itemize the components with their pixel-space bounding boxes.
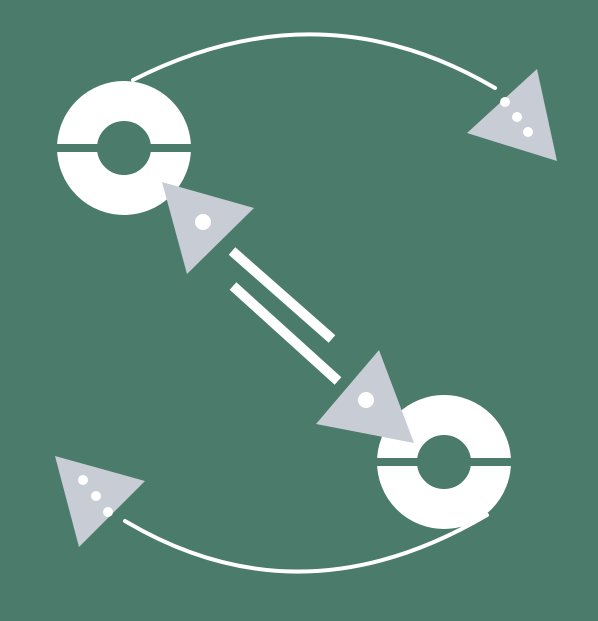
top-left-ring-node [54, 81, 194, 215]
triangle-icon [55, 456, 145, 547]
arrowhead-top-right [467, 69, 557, 161]
arrowhead-bottom-left [55, 456, 145, 547]
center-double-line-connector [228, 247, 342, 385]
dot [195, 214, 211, 230]
dot [358, 392, 374, 408]
ring-split-icon [54, 81, 194, 215]
triangle-icon [467, 69, 557, 161]
dot [523, 127, 533, 137]
dot [91, 491, 101, 501]
dot [512, 112, 522, 122]
dot [500, 97, 510, 107]
arrowhead-center-lower [316, 350, 414, 443]
bottom-arc-connector [123, 513, 489, 574]
bottom-right-ring-node [374, 395, 514, 529]
top-arc-connector [131, 32, 497, 90]
dot [103, 507, 113, 517]
arrowhead-center-upper [162, 182, 254, 274]
dot [78, 475, 88, 485]
ring-split-icon [374, 395, 514, 529]
